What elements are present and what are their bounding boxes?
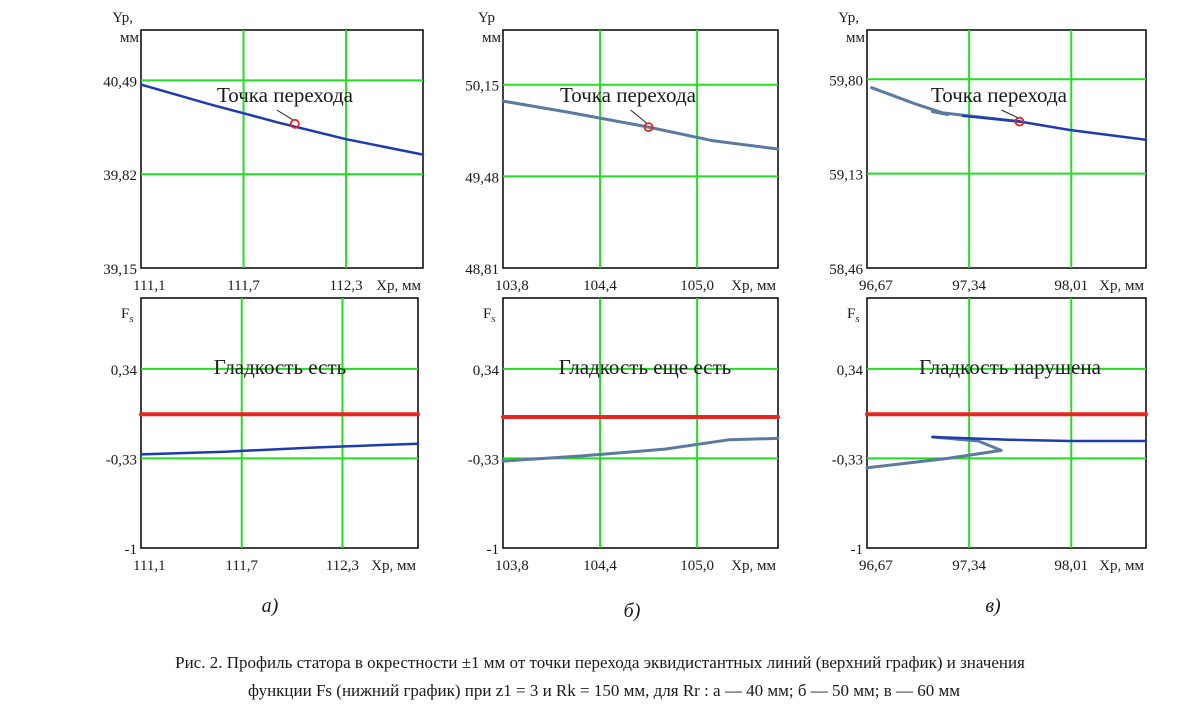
y-axis-unit: мм <box>482 30 501 46</box>
panel-annotation: Точка перехода <box>217 83 354 107</box>
x-tick-label: 97,34 <box>952 278 986 294</box>
chart-panel-6: Гладкость нарушена -1 -0,33 0,34 96,67 97,34 9… <box>832 297 1148 574</box>
x-tick-label: 111,1 <box>133 558 166 574</box>
y-tick-label: 58,46 <box>829 262 863 278</box>
x-axis-label: Xp, мм <box>376 278 421 294</box>
y-axis-label: Fs <box>847 306 860 325</box>
annotation-leader-line <box>276 109 294 121</box>
x-tick-label: 111,1 <box>133 278 166 294</box>
x-axis-label: Xp, мм <box>731 558 776 574</box>
plot-frame <box>866 29 1147 269</box>
figure-caption-line1: Рис. 2. Профиль статора в окрестности ±1… <box>175 653 1025 672</box>
plot-frame <box>866 297 1147 549</box>
y-axis-label: Fs <box>483 306 496 325</box>
chart-panel-1: Точка перехода 39,15 39,82 40,49 111,1 111,7 1… <box>103 10 425 294</box>
panel-annotation: Гладкость еще есть <box>559 355 732 379</box>
y-axis-unit: мм <box>846 30 865 46</box>
chart-panel-5: Гладкость еще есть -1 -0,33 0,34 103,8 104,4 1… <box>468 297 780 574</box>
subfigure-label: б) <box>624 600 641 622</box>
panel-annotation: Точка перехода <box>931 83 1068 107</box>
x-tick-label: 111,7 <box>225 558 258 574</box>
subfigure-label: а) <box>262 595 279 617</box>
profile-line-1 <box>501 99 780 151</box>
profile-line-2 <box>139 442 420 456</box>
y-tick-label: -0,33 <box>832 452 863 468</box>
panel-annotation: Гладкость нарушена <box>919 355 1102 379</box>
profile-line-3 <box>931 435 1148 443</box>
profile-line-2 <box>865 435 1003 470</box>
y-tick-label: -0,33 <box>468 452 499 468</box>
y-tick-label: 0,34 <box>111 363 138 379</box>
chart-panel-2: Точка перехода 48,81 49,48 50,15 103,8 104,4 1… <box>465 10 780 294</box>
y-tick-label: 59,80 <box>829 73 863 89</box>
x-tick-label: 104,4 <box>583 558 617 574</box>
y-tick-label: 39,82 <box>103 168 137 184</box>
x-tick-label: 105,0 <box>680 278 714 294</box>
subfigure-label: в) <box>985 595 1001 617</box>
x-tick-label: 98,01 <box>1054 278 1088 294</box>
y-tick-label: -1 <box>125 542 138 558</box>
y-axis-label: Yp <box>478 10 495 26</box>
y-tick-label: 0,34 <box>837 363 864 379</box>
x-tick-label: 112,3 <box>326 558 359 574</box>
transition-point-marker <box>289 118 300 129</box>
x-axis-label: Xp, мм <box>1099 278 1144 294</box>
panel-annotation: Точка перехода <box>560 83 697 107</box>
annotation-leader-line <box>1001 109 1018 118</box>
y-axis-label: Yp, <box>112 10 133 26</box>
y-tick-label: 50,15 <box>465 79 499 95</box>
x-tick-label: 103,8 <box>495 278 529 294</box>
y-tick-label: -1 <box>851 542 864 558</box>
y-tick-label: 40,49 <box>103 74 137 90</box>
profile-line-2 <box>501 436 780 463</box>
plot-frame <box>140 297 419 549</box>
profile-line-1 <box>139 83 425 156</box>
y-tick-label: 59,13 <box>829 168 863 184</box>
panel-annotation: Гладкость есть <box>214 355 346 379</box>
annotation-leader-line <box>630 109 647 124</box>
x-tick-label: 96,67 <box>859 278 893 294</box>
y-tick-label: -0,33 <box>106 452 137 468</box>
x-tick-label: 112,3 <box>329 278 362 294</box>
x-tick-label: 96,67 <box>859 558 893 574</box>
chart-panel-3: Точка перехода 58,46 59,13 59,80 96,67 97,34 9… <box>829 10 1148 294</box>
y-tick-label: 39,15 <box>103 262 137 278</box>
y-tick-label: 0,34 <box>473 363 500 379</box>
transition-point-marker <box>643 122 654 133</box>
transition-point-marker <box>1014 116 1025 127</box>
profile-line-1 <box>870 86 1021 123</box>
x-tick-label: 105,0 <box>680 558 714 574</box>
x-axis-label: Xp, мм <box>371 558 416 574</box>
y-axis-label: Yp, <box>838 10 859 26</box>
y-tick-label: -1 <box>487 542 500 558</box>
x-tick-label: 97,34 <box>952 558 986 574</box>
figure-caption-line2: функции Fs (нижний график) при z1 = 3 и … <box>248 681 960 700</box>
y-axis-label: Fs <box>121 306 134 325</box>
chart-panel-4: Гладкость есть -1 -0,33 0,34 111,1 111,7 112,3… <box>106 297 420 574</box>
y-axis-unit: мм <box>120 30 139 46</box>
x-tick-label: 104,4 <box>583 278 617 294</box>
y-tick-label: 48,81 <box>465 262 499 278</box>
x-tick-label: 111,7 <box>227 278 260 294</box>
plot-frame <box>502 29 779 269</box>
x-axis-label: Xp, мм <box>1099 558 1144 574</box>
profile-line-2 <box>961 114 1148 142</box>
plot-frame <box>502 297 779 549</box>
plot-frame <box>140 29 424 269</box>
y-tick-label: 49,48 <box>465 170 499 186</box>
x-tick-label: 98,01 <box>1054 558 1088 574</box>
x-tick-label: 103,8 <box>495 558 529 574</box>
x-axis-label: Xp, мм <box>731 278 776 294</box>
